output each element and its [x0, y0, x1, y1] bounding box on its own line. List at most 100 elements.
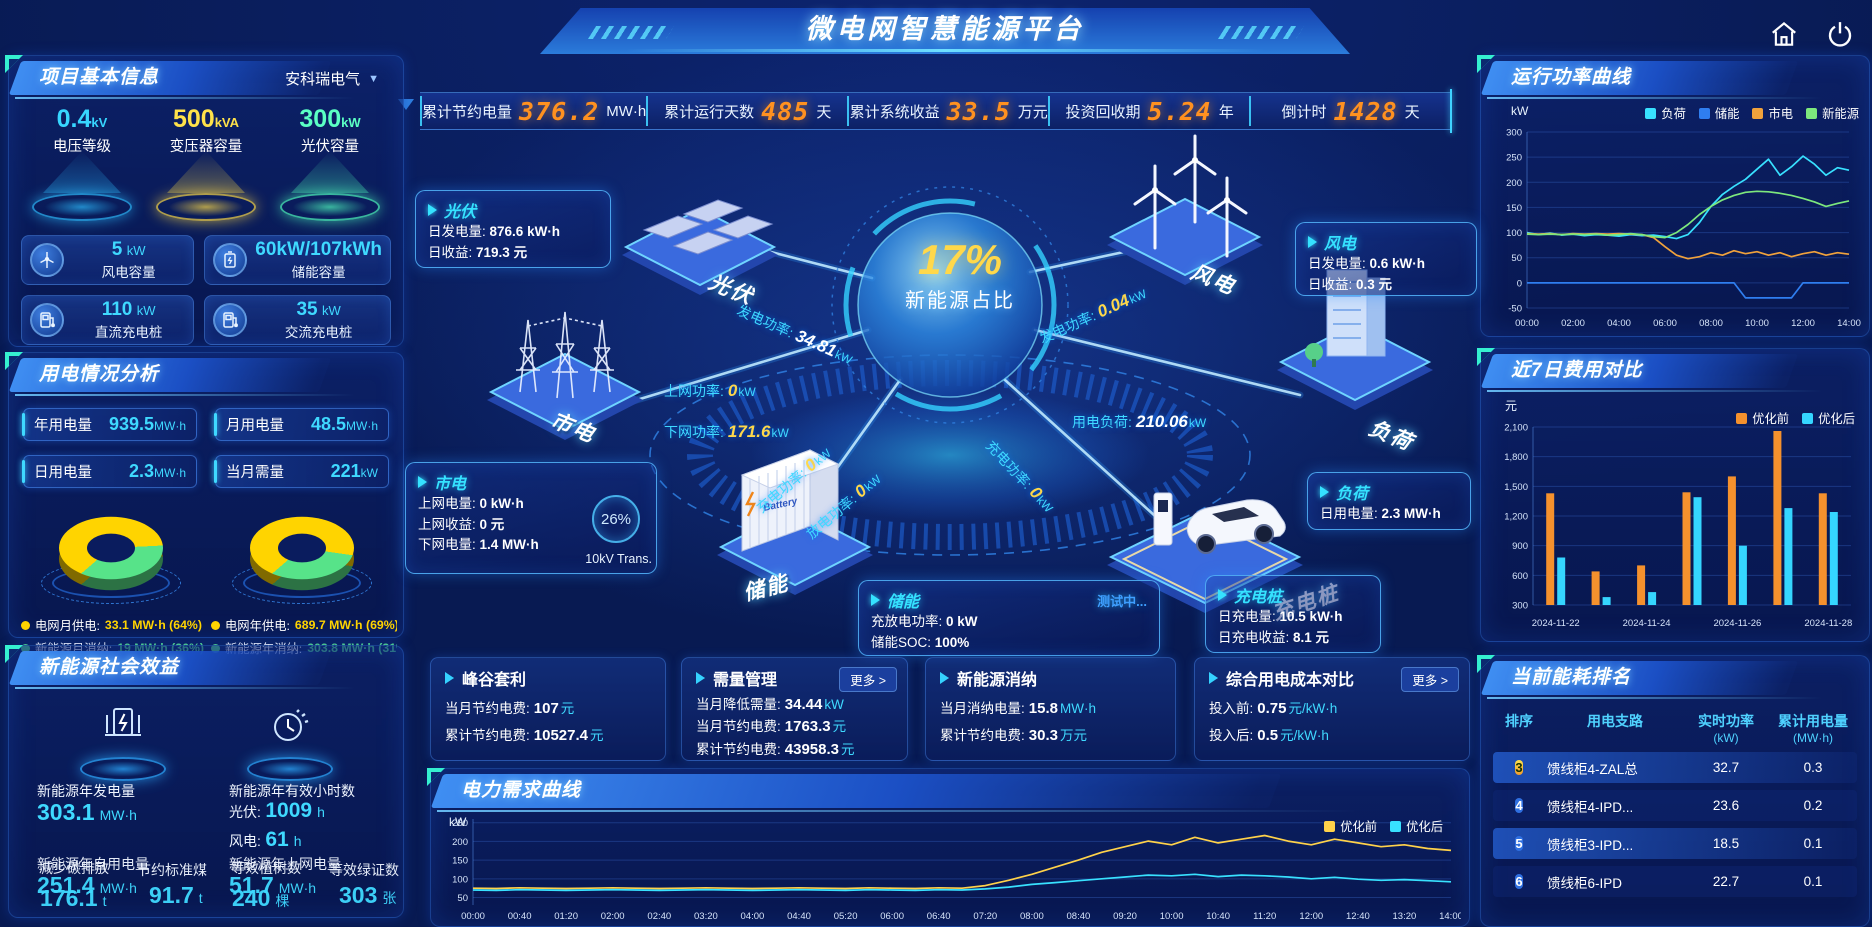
page-title: 微电网智慧能源平台 — [805, 14, 1085, 44]
transformer-label: 10kV Trans. — [585, 552, 652, 566]
legend-dot-icon — [211, 620, 220, 630]
realtime-power: 18.5 — [1712, 836, 1740, 851]
generation-icon — [79, 703, 166, 781]
rank-badge: 4 — [1515, 797, 1523, 813]
total-energy: 0.1 — [1803, 836, 1823, 851]
project-info-panel: 项目基本信息 安科瑞电气 ▼ 0.4kV 电压等级 500kVA 变压器容量 3… — [5, 55, 404, 347]
svg-text:2024-11-22: 2024-11-22 — [1532, 618, 1580, 629]
y-axis-unit: kW — [1511, 104, 1529, 118]
ac-charger-icon — [213, 303, 248, 337]
renewable-share-caption: 新能源占比 — [905, 290, 1015, 312]
light-beam-icon — [167, 151, 245, 193]
kpi-unit: 天 — [816, 103, 832, 121]
arrow-icon — [871, 594, 880, 606]
y-axis-unit: 元 — [1505, 399, 1518, 413]
svg-text:-50: -50 — [1508, 304, 1522, 315]
power-icon[interactable] — [1822, 16, 1858, 52]
arrow-icon — [428, 204, 437, 216]
capacity-label: 变压器容量 — [169, 139, 243, 155]
card-value: 110 — [101, 299, 133, 320]
chart-legend-item[interactable]: 储能 — [1698, 104, 1739, 122]
wind-gen-power-label: 发电功率:0.04kW — [1036, 286, 1149, 347]
grid-node-label: 市电 — [547, 408, 599, 448]
svg-text:09:20: 09:20 — [1113, 911, 1137, 922]
benefit-label: 等效植树数 — [231, 860, 301, 876]
capacity-stat: 500kVA 变压器容量 — [145, 105, 267, 225]
legend-label: 电网年供电: — [225, 619, 290, 633]
benefit-value: 176.1 t — [40, 885, 107, 911]
arrow-icon — [418, 476, 427, 488]
svg-text:150: 150 — [1506, 203, 1522, 214]
svg-text:600: 600 — [1512, 571, 1528, 582]
benefit-value: 91.7 t — [149, 882, 203, 908]
company-select[interactable]: 安科瑞电气 ▼ — [277, 65, 387, 92]
branch-name: 馈线柜6-IPD — [1547, 875, 1623, 891]
kpi-value: 485 — [761, 96, 810, 126]
grid-export-power-label: 上网功率: 0kW — [664, 381, 756, 400]
home-icon[interactable] — [1766, 16, 1802, 52]
usage-stat: 年用电量 939.5MW·h — [22, 408, 197, 441]
svg-text:1,800: 1,800 — [1504, 452, 1528, 463]
arrow-icon — [1218, 589, 1227, 601]
chart-legend-item[interactable]: 市电 — [1752, 104, 1793, 122]
svg-text:150: 150 — [452, 856, 468, 867]
rank-table-row[interactable]: 3 馈线柜4-ZAL总 32.7 0.3 — [1493, 752, 1857, 783]
wind-node-icon — [1107, 134, 1263, 285]
wind-info-panel: 风电 日发电量: 0.6 kW·h 日收益: 0.3 元 — [1295, 222, 1477, 296]
svg-text:10:00: 10:00 — [1745, 318, 1769, 329]
benefit-label: 新能源年自用电量 — [37, 856, 149, 872]
svg-text:10:00: 10:00 — [1160, 911, 1184, 922]
total-energy: 0.3 — [1803, 760, 1823, 775]
chart-legend-item[interactable]: 负荷 — [1645, 104, 1686, 122]
capacity-value: 300 — [299, 105, 342, 133]
wind-turbine-icon — [30, 243, 64, 277]
capacity-label: 电压等级 — [53, 139, 111, 155]
svg-text:06:00: 06:00 — [1653, 318, 1677, 329]
kpi-unit: 天 — [1404, 103, 1420, 121]
panel-title: 当前能耗排名 — [1511, 667, 1632, 688]
svg-text:11:20: 11:20 — [1253, 911, 1276, 922]
svg-text:12:00: 12:00 — [1299, 911, 1323, 922]
legend-swatch-icon — [1736, 412, 1748, 424]
chart-legend-item[interactable]: 优化后 — [1802, 409, 1855, 427]
benefit-value: 51.7 MW·h — [229, 872, 317, 898]
svg-text:05:20: 05:20 — [834, 911, 858, 922]
renewable-share: 17% 新能源占比 — [880, 236, 1040, 313]
svg-text:300: 300 — [1506, 128, 1522, 139]
card-value: 60kW/107kWh — [255, 239, 382, 260]
demand-curve-chart: 250 200 150 100 50 00:00 00:40 01:20 02:00 02:40 0… — [452, 818, 1461, 922]
usage-stat-label: 年用电量 — [34, 418, 92, 434]
chart-legend-item[interactable]: 新能源 — [1806, 104, 1859, 122]
panel-title: 项目基本信息 — [39, 67, 160, 88]
app-header: 微电网智慧能源平台 — [500, 4, 1390, 58]
card-value: 35 — [296, 299, 318, 320]
chart-legend-item[interactable]: 优化前 — [1324, 817, 1377, 835]
chart-legend-item[interactable]: 优化前 — [1736, 409, 1789, 427]
benefit-value: 风电: 61 h — [229, 828, 302, 851]
demand-more-button[interactable]: 更多 > — [839, 667, 897, 692]
rank-table-row[interactable]: 6 馈线柜6-IPD 22.7 0.1 — [1493, 866, 1857, 897]
card-unit: kW — [126, 243, 146, 258]
grid-info-panel: 市电 上网电量: 0 kW·h 上网收益: 0 元 下网电量: 1.4 MW·h… — [405, 462, 657, 574]
svg-text:2,100: 2,100 — [1504, 423, 1528, 434]
svg-text:03:20: 03:20 — [694, 911, 718, 922]
glow-pedestal-icon — [156, 193, 256, 221]
card-unit: kW — [136, 303, 156, 318]
svg-text:100: 100 — [1506, 228, 1522, 239]
benefit-label: 减少碳排放 — [39, 860, 109, 876]
kpi-deco-icon — [398, 99, 414, 110]
triangle-icon — [940, 672, 949, 684]
svg-text:04:40: 04:40 — [787, 911, 811, 922]
cost-more-button[interactable]: 更多 > — [1401, 667, 1459, 692]
benefit-value: 251.4 MW·h — [37, 872, 137, 898]
kpi-item: 倒计时 1428 天 — [1249, 96, 1450, 126]
chart-legend-item[interactable]: 优化后 — [1390, 817, 1443, 835]
svg-text:200: 200 — [452, 837, 468, 848]
rank-table-row[interactable]: 5 馈线柜3-IPD... 18.5 0.1 — [1493, 828, 1857, 859]
rank-table-row[interactable]: 4 馈线柜4-IPD... 23.6 0.2 — [1493, 790, 1857, 821]
kpi-label: 投资回收期 — [1065, 103, 1141, 121]
chevron-down-icon: ▼ — [368, 72, 379, 85]
kpi-value: 33.5 — [946, 96, 1011, 126]
svg-text:1,200: 1,200 — [1504, 512, 1528, 523]
svg-text:900: 900 — [1512, 541, 1528, 552]
